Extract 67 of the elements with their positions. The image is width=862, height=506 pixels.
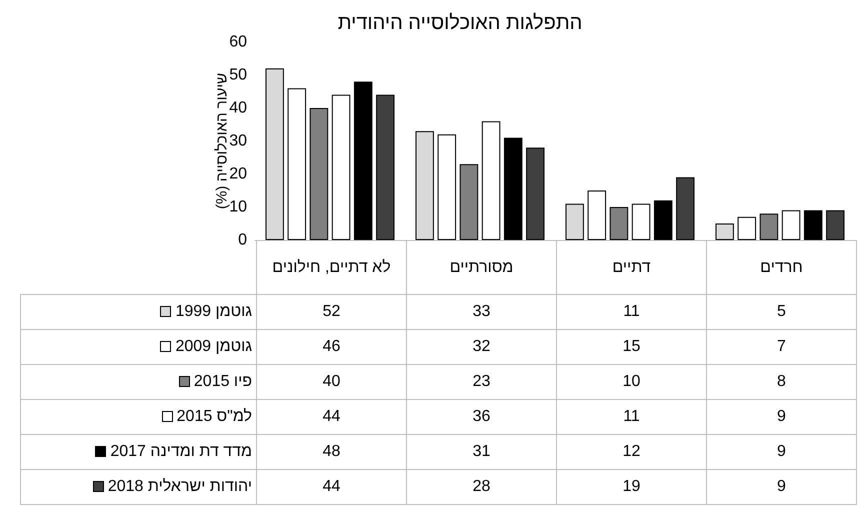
data-label: 19	[556, 470, 706, 504]
data-label: 48	[256, 434, 406, 470]
data-label: 5	[706, 294, 856, 330]
bar	[416, 131, 434, 240]
data-label: 40	[256, 364, 406, 400]
bar	[632, 204, 650, 240]
y-tick-label: 10	[229, 198, 248, 216]
bar	[266, 68, 284, 240]
y-tick-label: 40	[229, 100, 248, 116]
data-label: 9	[706, 434, 856, 470]
data-label: 9	[706, 470, 856, 504]
y-axis-title: שיעור האוכלוסייה (%)	[214, 72, 230, 210]
legend-label: גוטמן 1999	[175, 303, 252, 320]
data-label: 9	[706, 400, 856, 434]
y-tick-label: 0	[238, 232, 248, 248]
data-label: 28	[406, 470, 556, 504]
bar	[782, 210, 800, 240]
bar	[526, 148, 544, 240]
data-label: 44	[256, 470, 406, 504]
y-tick-label: 50	[229, 66, 248, 84]
data-label: 32	[406, 330, 556, 364]
bar	[654, 200, 672, 240]
data-label: 10	[556, 364, 706, 400]
data-label: 31	[406, 434, 556, 470]
data-label: 11	[556, 294, 706, 330]
bar	[804, 210, 822, 240]
data-label: 11	[556, 400, 706, 434]
data-label: 15	[556, 330, 706, 364]
bar	[504, 138, 522, 240]
x-tick-label: לא דתיים, חילונים	[256, 240, 406, 294]
x-tick-label: מסורתיים	[406, 240, 556, 294]
bar	[738, 216, 756, 240]
bar	[332, 94, 350, 240]
bar	[482, 121, 500, 240]
data-label: 52	[256, 294, 406, 330]
x-tick-label: חרדים	[706, 240, 856, 294]
data-label: 23	[406, 364, 556, 400]
y-tick-label: 20	[229, 166, 248, 182]
bar	[354, 82, 372, 240]
data-label: 12	[556, 434, 706, 470]
bar	[826, 210, 844, 240]
bar	[288, 88, 306, 240]
data-label: 33	[406, 294, 556, 330]
bar	[310, 108, 328, 240]
legend-label: גוטמן 2009	[175, 338, 252, 355]
data-label: 36	[406, 400, 556, 434]
legend-label: יהודות ישראלית 2018	[108, 478, 252, 495]
data-label: 8	[706, 364, 856, 400]
bar	[376, 94, 394, 240]
bar	[676, 177, 694, 240]
data-label: 44	[256, 400, 406, 434]
bar	[566, 204, 584, 240]
bar	[460, 164, 478, 240]
data-label: 7	[706, 330, 856, 364]
legend-label: מדד דת ומדינה 2017	[110, 443, 252, 460]
y-tick-label: 60	[229, 34, 248, 50]
data-label: 46	[256, 330, 406, 364]
bar	[760, 214, 778, 240]
y-tick-label: 30	[229, 132, 248, 150]
chart-title: התפלגות האוכלוסייה היהודית	[338, 12, 582, 34]
legend-label: למ"ס 2015	[176, 408, 252, 425]
bar	[438, 134, 456, 240]
bar	[716, 224, 734, 240]
bar	[610, 207, 628, 240]
x-tick-label: דתיים	[556, 240, 706, 294]
legend-label: פיו 2015	[194, 373, 252, 390]
bar	[588, 190, 606, 240]
